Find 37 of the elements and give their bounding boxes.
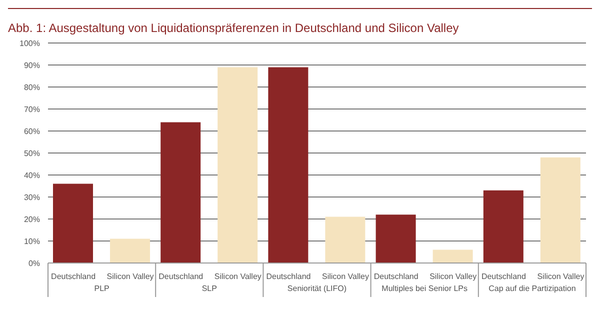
text: Silicon Valley bbox=[214, 272, 262, 281]
bar bbox=[160, 122, 201, 263]
x-tick-label: SLP bbox=[202, 284, 217, 293]
y-tick-label: 100% bbox=[20, 38, 40, 48]
y-tick-label: 70% bbox=[24, 104, 40, 114]
x-tick-label: Multiples bei Senior LPs bbox=[382, 284, 468, 293]
text: Deutschland bbox=[158, 272, 204, 281]
chart-title: Abb. 1: Ausgestaltung von Liquidationspräferenzen in Deutschland und Silicon Valley bbox=[8, 21, 460, 35]
bar bbox=[483, 190, 524, 263]
x-tick-label: Cap auf die Partizipation bbox=[488, 284, 576, 293]
text: Silicon Valley bbox=[430, 272, 477, 281]
x-tick-label: Seniorität (LIFO) bbox=[287, 284, 347, 293]
text: Deutschland bbox=[266, 272, 311, 281]
bar bbox=[325, 216, 366, 263]
bar bbox=[376, 214, 416, 263]
text: Deutschland bbox=[481, 272, 526, 281]
y-tick-label: 20% bbox=[24, 214, 40, 224]
text: Silicon Valley bbox=[322, 272, 369, 281]
y-tick-label: 80% bbox=[24, 82, 40, 92]
bar bbox=[110, 238, 150, 263]
x-tick-label: PLP bbox=[94, 284, 110, 293]
y-tick-label: 30% bbox=[24, 192, 40, 202]
y-tick-label: 50% bbox=[24, 148, 40, 158]
series-label: Silicon Valley bbox=[537, 272, 584, 281]
text: Deutschland bbox=[374, 272, 418, 281]
y-tick-label: 90% bbox=[24, 60, 40, 70]
series-label: Deutschland bbox=[51, 272, 96, 281]
bar bbox=[218, 67, 258, 263]
y-tick-label: 60% bbox=[24, 126, 40, 136]
y-tick-label: 40% bbox=[24, 170, 40, 180]
bar bbox=[432, 250, 473, 263]
y-tick-label: 10% bbox=[24, 236, 40, 246]
bar bbox=[53, 184, 93, 263]
bar bbox=[268, 67, 308, 263]
y-tick-label: 0% bbox=[28, 258, 40, 268]
text: Silicon Valley bbox=[106, 272, 154, 281]
bar bbox=[540, 157, 580, 263]
